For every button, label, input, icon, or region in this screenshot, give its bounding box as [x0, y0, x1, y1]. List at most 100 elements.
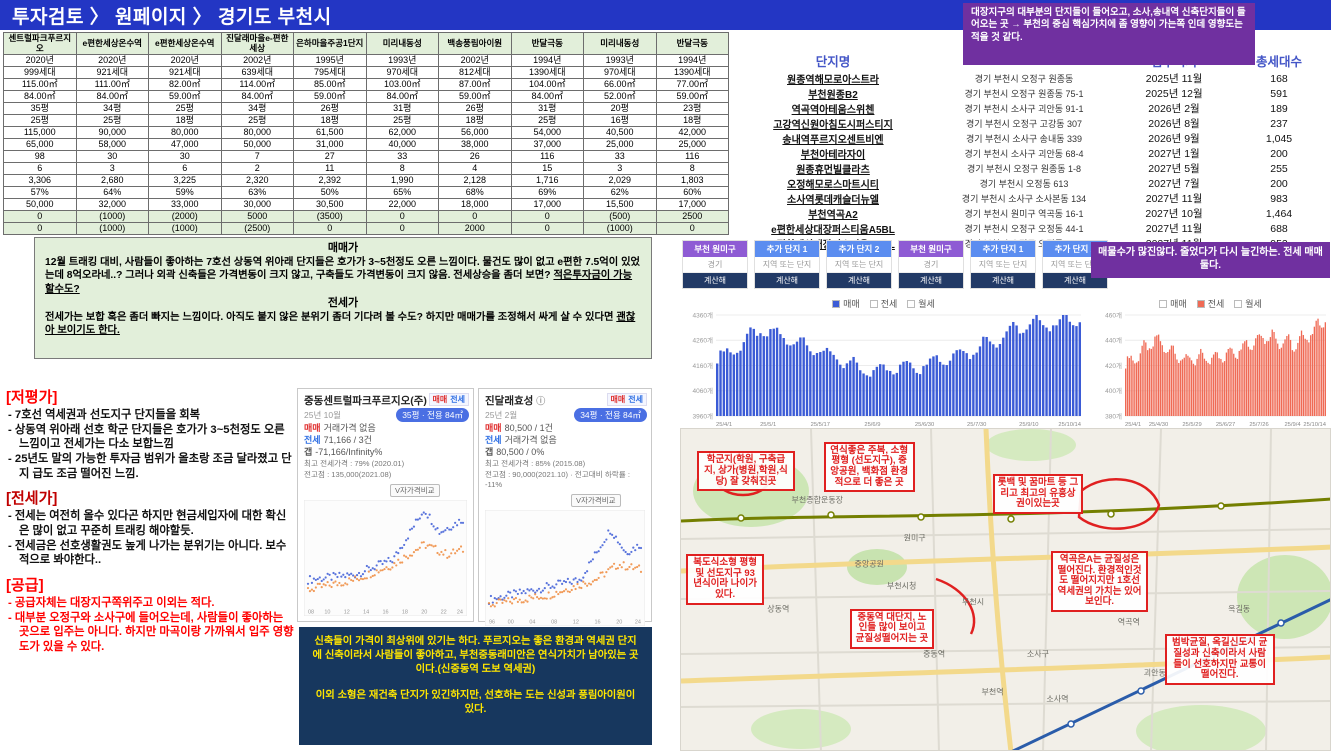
complex-name-link[interactable]: 부천역곡A2 — [808, 210, 858, 221]
data-cell[interactable]: (1000) — [75, 222, 149, 235]
column-header-cell[interactable]: 반달극동 — [510, 32, 584, 55]
data-cell[interactable]: 77.00㎡ — [655, 78, 729, 91]
data-cell[interactable]: 82.00㎡ — [148, 78, 222, 91]
data-cell[interactable]: 18평 — [148, 114, 222, 127]
data-cell[interactable]: 5000 — [220, 210, 294, 223]
column-header-cell[interactable]: e편한세상온수역 — [148, 32, 222, 55]
data-cell[interactable]: 0 — [510, 210, 584, 223]
sale-tag[interactable]: 매매 — [432, 395, 448, 404]
data-cell[interactable]: 31,000 — [293, 138, 367, 151]
data-cell[interactable]: 11 — [293, 162, 367, 175]
data-cell[interactable]: 2020년 — [3, 54, 77, 67]
unit-selector[interactable]: 추가 단지 1 지역 또는 단지 계산해 — [970, 240, 1036, 289]
data-cell[interactable]: 30,500 — [293, 198, 367, 211]
data-cell[interactable]: 115,000 — [3, 126, 77, 139]
jeonse-tag[interactable]: 전세 — [628, 395, 643, 404]
data-cell[interactable]: 38,000 — [438, 138, 512, 151]
data-cell[interactable]: 68% — [438, 186, 512, 199]
data-cell[interactable]: 87.00㎡ — [438, 78, 512, 91]
data-cell[interactable]: 2000 — [438, 222, 512, 235]
data-cell[interactable]: 8 — [655, 162, 729, 175]
data-cell[interactable]: 84.00㎡ — [75, 90, 149, 103]
data-cell[interactable]: 20평 — [583, 102, 657, 115]
data-cell[interactable]: 62,000 — [365, 126, 439, 139]
column-header-cell[interactable]: 진달래마을e-편한세상 — [220, 32, 294, 55]
data-cell[interactable]: 1995년 — [293, 54, 367, 67]
data-cell[interactable]: 31평 — [510, 102, 584, 115]
data-cell[interactable]: 18평 — [293, 114, 367, 127]
unit-selector[interactable]: 부천 원미구 경기 계산해 — [898, 240, 964, 289]
data-cell[interactable]: 18,000 — [438, 198, 512, 211]
complex-name-link[interactable]: 고강역신원아침도시퍼스티지 — [773, 120, 893, 131]
data-cell[interactable]: 116 — [510, 150, 584, 163]
unit-selector-title[interactable]: 추가 단지 1 — [971, 241, 1035, 257]
data-cell[interactable]: (2000) — [148, 210, 222, 223]
data-cell[interactable]: 30 — [75, 150, 149, 163]
data-cell[interactable]: 98 — [3, 150, 77, 163]
data-cell[interactable]: 18평 — [438, 114, 512, 127]
unit-selector[interactable]: 추가 단지 2 지역 또는 단지 계산해 — [826, 240, 892, 289]
data-cell[interactable]: 3 — [75, 162, 149, 175]
data-cell[interactable]: 34평 — [220, 102, 294, 115]
column-header-cell[interactable]: 미리내동성 — [583, 32, 657, 55]
data-cell[interactable]: 69% — [510, 186, 584, 199]
calculate-button[interactable]: 계산해 — [683, 273, 747, 288]
data-cell[interactable]: 25평 — [510, 114, 584, 127]
column-header-cell[interactable]: 센트럴파크푸르지오 — [3, 32, 77, 55]
legend-item-매매[interactable]: 매매 — [832, 297, 860, 310]
data-cell[interactable]: 2002년 — [220, 54, 294, 67]
data-cell[interactable]: 25평 — [220, 114, 294, 127]
data-cell[interactable]: 58,000 — [75, 138, 149, 151]
data-cell[interactable]: 50% — [293, 186, 367, 199]
data-cell[interactable]: 63% — [220, 186, 294, 199]
data-cell[interactable]: 66.00㎡ — [583, 78, 657, 91]
data-cell[interactable]: 27 — [293, 150, 367, 163]
legend-item-매매[interactable]: 매매 — [1159, 297, 1187, 310]
column-header-cell[interactable]: e편한세상온수역 — [75, 32, 149, 55]
unit-selector[interactable]: 부천 원미구 경기 계산해 — [682, 240, 748, 289]
data-cell[interactable]: 1,716 — [510, 174, 584, 187]
data-cell[interactable]: 115.00㎡ — [3, 78, 77, 91]
data-cell[interactable]: 812세대 — [438, 66, 512, 79]
data-cell[interactable]: 61,500 — [293, 126, 367, 139]
data-cell[interactable]: (1000) — [583, 222, 657, 235]
data-cell[interactable]: 65% — [365, 186, 439, 199]
data-cell[interactable]: 31평 — [365, 102, 439, 115]
calculate-button[interactable]: 계산해 — [899, 273, 963, 288]
v-compare-button[interactable]: V자가격비교 — [571, 494, 621, 507]
data-cell[interactable]: 2,029 — [583, 174, 657, 187]
data-cell[interactable]: 2,392 — [293, 174, 367, 187]
data-cell[interactable]: 1993년 — [583, 54, 657, 67]
data-cell[interactable]: (500) — [583, 210, 657, 223]
data-cell[interactable]: 22,000 — [365, 198, 439, 211]
data-cell[interactable]: 8 — [365, 162, 439, 175]
data-cell[interactable]: 3,225 — [148, 174, 222, 187]
column-header-cell[interactable]: 은하마을주공1단지 — [293, 32, 367, 55]
complex-comparison-table[interactable]: 센트럴파크푸르지오 e편한세상온수역 e편한세상온수역 진달래마을e-편한세상 은하마을… — [3, 32, 729, 235]
column-header-cell[interactable]: 미리내동성 — [365, 32, 439, 55]
data-cell[interactable]: 25평 — [75, 114, 149, 127]
legend-item-전세[interactable]: 전세 — [869, 297, 897, 310]
data-cell[interactable]: 35평 — [3, 102, 77, 115]
calculate-button[interactable]: 계산해 — [971, 273, 1035, 288]
data-cell[interactable]: 4 — [438, 162, 512, 175]
data-cell[interactable]: (3500) — [293, 210, 367, 223]
data-cell[interactable]: 0 — [438, 210, 512, 223]
unit-selector-title[interactable]: 부천 원미구 — [899, 241, 963, 257]
data-cell[interactable]: 30,000 — [220, 198, 294, 211]
data-cell[interactable]: (2500) — [220, 222, 294, 235]
complex-name-link[interactable]: 부천원종B2 — [808, 90, 858, 101]
data-cell[interactable]: 3 — [583, 162, 657, 175]
data-cell[interactable]: 103.00㎡ — [365, 78, 439, 91]
data-cell[interactable]: (1000) — [75, 210, 149, 223]
data-cell[interactable]: 25평 — [148, 102, 222, 115]
data-cell[interactable]: 999세대 — [3, 66, 77, 79]
data-cell[interactable]: 116 — [655, 150, 729, 163]
data-cell[interactable]: 54,000 — [510, 126, 584, 139]
data-cell[interactable]: 33 — [583, 150, 657, 163]
data-cell[interactable]: 3,306 — [3, 174, 77, 187]
data-cell[interactable]: 37,000 — [510, 138, 584, 151]
data-cell[interactable]: 0 — [510, 222, 584, 235]
data-cell[interactable]: 104.00㎡ — [510, 78, 584, 91]
data-cell[interactable]: 84.00㎡ — [510, 90, 584, 103]
